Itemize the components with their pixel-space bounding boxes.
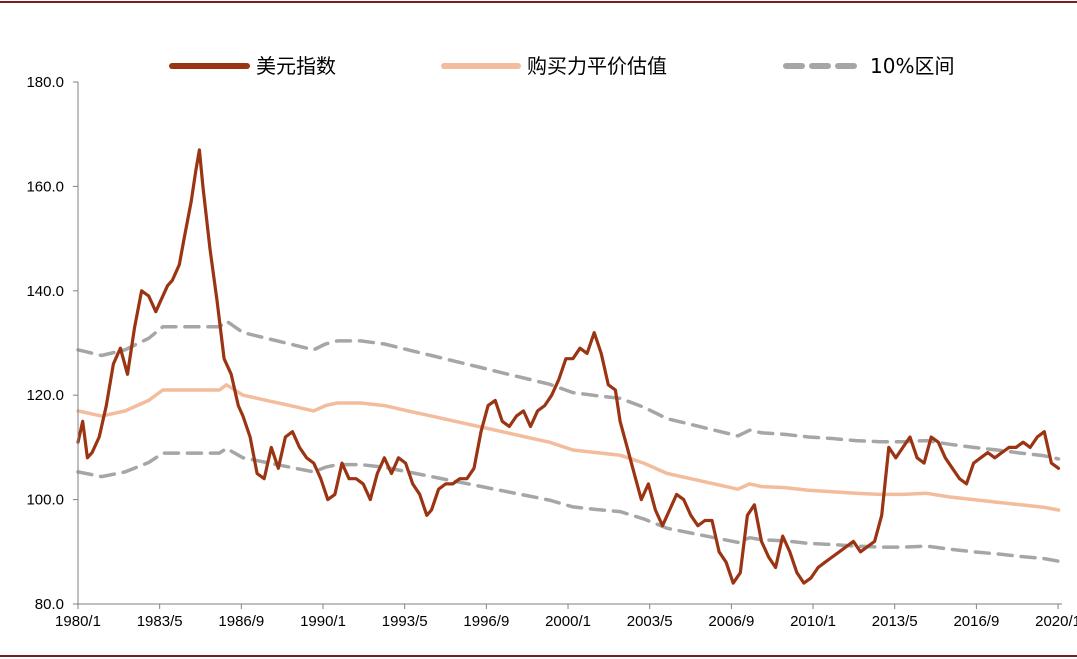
upper-band-line [76,319,1061,461]
x-tick-label: 2016/9 [953,613,999,630]
ppp-valuation-line [76,383,1061,512]
legend-label: 美元指数 [256,54,336,78]
dollar-index-line [76,148,1061,585]
x-tick-layer: 1980/1 1983/5 1986/9 1990/1 1993/5 1996/9 2000… [55,604,1077,630]
x-tick-label: 2006/9 [708,613,754,630]
y-tick-label: 160.0 [26,178,64,195]
y-tick-label: 80.0 [35,596,64,613]
top-border [0,1,1077,3]
y-tick-label: 180.0 [26,74,64,91]
y-tick-label: 100.0 [26,492,64,509]
x-tick-label: 2003/5 [627,613,673,630]
x-tick-label: 1990/1 [300,613,346,630]
x-tick-label: 2020/1 [1035,613,1077,630]
legend: 美元指数 购买力平价估值 10%区间 [169,54,954,78]
x-tick-label: 1993/5 [382,613,428,630]
x-tick-label: 1986/9 [218,613,264,630]
y-tick-layer: 80.0 100.0 120.0 140.0 160.0 180.0 [26,74,78,613]
y-tick-label: 120.0 [26,387,64,404]
bottom-border [0,655,1077,657]
series-layer [76,148,1061,585]
x-tick-label: 1996/9 [463,613,509,630]
x-tick-label: 2013/5 [872,613,918,630]
x-tick-label: 2000/1 [545,613,591,630]
legend-label: 购买力平价估值 [527,54,667,78]
y-tick-label: 140.0 [26,283,64,300]
axes-layer [77,82,1062,605]
lower-band-line [76,446,1061,563]
x-tick-label: 1980/1 [55,613,101,630]
legend-label: 10%区间 [870,54,954,78]
x-tick-label: 2010/1 [790,613,836,630]
x-tick-label: 1983/5 [137,613,183,630]
